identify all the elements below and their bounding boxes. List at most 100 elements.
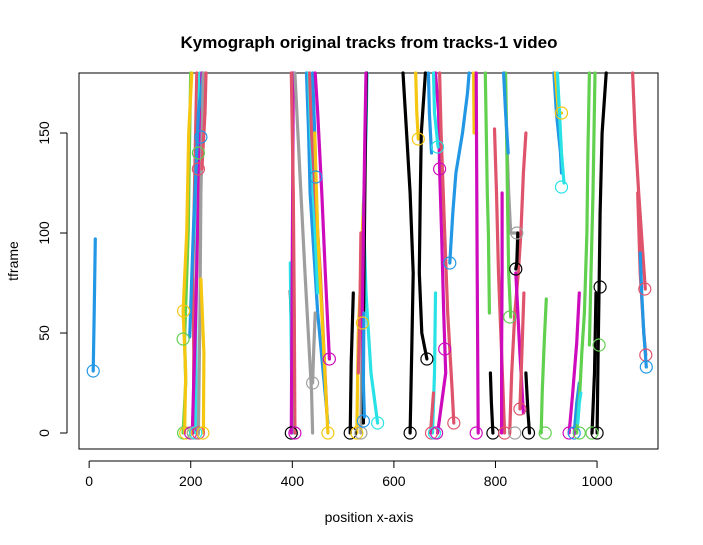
track-end-marker-15 bbox=[306, 376, 320, 390]
track-end-marker-22 bbox=[356, 414, 370, 428]
track-line-51 bbox=[514, 271, 525, 415]
track-line-53 bbox=[524, 371, 532, 435]
track-end-marker-42 bbox=[513, 402, 527, 416]
track-line-5 bbox=[190, 71, 204, 435]
track-end-marker-12 bbox=[194, 130, 208, 144]
track-line-21 bbox=[311, 311, 317, 385]
track-end-marker-13 bbox=[284, 426, 298, 440]
track-end-marker-55 bbox=[638, 282, 652, 296]
track-end-marker-19 bbox=[343, 426, 357, 440]
track-end-marker-46 bbox=[554, 106, 569, 120]
track-end-marker-16 bbox=[309, 170, 323, 184]
track-end-marker-27 bbox=[420, 352, 434, 366]
track-line-2 bbox=[181, 71, 194, 435]
track-end-marker-0 bbox=[86, 364, 100, 378]
track-line-60 bbox=[575, 71, 591, 435]
track-end-marker-49 bbox=[567, 426, 581, 440]
x-axis: 0 200 400 600 800 1000 bbox=[85, 460, 613, 489]
track-end-marker-47 bbox=[554, 180, 569, 194]
track-line-40 bbox=[472, 71, 476, 135]
track-end-marker-39 bbox=[503, 310, 517, 324]
track-line-25 bbox=[356, 231, 363, 375]
track-end-marker-2 bbox=[176, 332, 190, 346]
track-end-marker-53 bbox=[592, 338, 606, 352]
track-line-62 bbox=[587, 71, 597, 347]
track-line-8 bbox=[200, 71, 208, 171]
track-end-marker-14 bbox=[288, 426, 302, 440]
track-end-marker-4 bbox=[179, 426, 193, 440]
track-line-64 bbox=[590, 291, 598, 435]
track-end-marker-17 bbox=[321, 426, 335, 440]
track-end-marker-33 bbox=[438, 342, 452, 356]
track-end-marker-57 bbox=[639, 360, 653, 374]
track-line-36 bbox=[433, 71, 448, 435]
track-end-marker-45 bbox=[538, 426, 552, 440]
track-line-41 bbox=[474, 71, 480, 435]
x-tick-label-1000: 1000 bbox=[581, 473, 612, 489]
track-line-63 bbox=[595, 71, 608, 435]
track-line-42 bbox=[483, 71, 491, 315]
track-end-marker-52 bbox=[590, 426, 604, 440]
y-axis: 0 50 100 150 bbox=[36, 121, 68, 437]
track-line-22 bbox=[348, 291, 355, 435]
track-end-marker-40 bbox=[510, 226, 524, 240]
track-line-57 bbox=[555, 71, 566, 185]
track-end-marker-51 bbox=[585, 426, 599, 440]
y-tick-label-150: 150 bbox=[36, 121, 52, 145]
track-end-marker-43 bbox=[508, 426, 522, 440]
x-axis-label: position x-axis bbox=[325, 509, 414, 525]
track-lines bbox=[91, 71, 648, 435]
track-end-marker-48 bbox=[562, 426, 576, 440]
track-line-9 bbox=[199, 277, 206, 435]
track-line-30 bbox=[401, 71, 415, 435]
x-tick-label-0: 0 bbox=[85, 473, 93, 489]
track-end-marker-36 bbox=[469, 426, 483, 440]
track-line-32 bbox=[417, 71, 429, 361]
track-end-marker-54 bbox=[593, 280, 607, 294]
track-end-marker-25 bbox=[403, 426, 417, 440]
track-end-marker-31 bbox=[431, 140, 445, 154]
track-end-marker-41 bbox=[509, 262, 523, 276]
track-end-marker-9 bbox=[196, 426, 210, 440]
track-line-45 bbox=[500, 191, 504, 435]
track-end-marker-24 bbox=[371, 416, 385, 430]
track-line-33 bbox=[426, 71, 434, 155]
track-line-39 bbox=[448, 71, 471, 265]
track-line-31 bbox=[414, 71, 420, 141]
track-line-35 bbox=[428, 391, 436, 435]
track-line-67 bbox=[638, 251, 648, 369]
track-line-49 bbox=[508, 131, 528, 435]
track-end-marker-11 bbox=[191, 162, 205, 176]
track-end-marker-20 bbox=[350, 426, 364, 440]
y-tick-label-0: 0 bbox=[36, 429, 52, 437]
track-line-7 bbox=[196, 71, 205, 435]
track-line-14 bbox=[293, 71, 315, 435]
track-line-48 bbox=[502, 71, 510, 155]
y-tick-label-100: 100 bbox=[36, 221, 52, 245]
track-line-6 bbox=[188, 71, 205, 339]
track-end-marker-32 bbox=[433, 162, 447, 176]
track-line-29 bbox=[361, 311, 366, 419]
track-end-marker-18 bbox=[322, 352, 336, 366]
track-line-13 bbox=[289, 71, 297, 435]
track-end-marker-8 bbox=[191, 426, 205, 440]
track-end-marker-1 bbox=[177, 304, 191, 318]
track-line-15 bbox=[304, 71, 330, 425]
track-line-38 bbox=[438, 71, 456, 425]
track-end-marker-35 bbox=[447, 416, 461, 430]
track-line-37 bbox=[431, 71, 440, 149]
chart-title: Kymograph original tracks from tracks-1 … bbox=[181, 33, 558, 52]
track-line-20 bbox=[313, 71, 331, 361]
track-line-61 bbox=[576, 391, 583, 425]
x-tick-label-200: 200 bbox=[179, 473, 203, 489]
track-line-54 bbox=[539, 297, 548, 435]
x-tick-label-600: 600 bbox=[382, 473, 406, 489]
track-end-marker-38 bbox=[498, 426, 512, 440]
track-line-0 bbox=[91, 237, 97, 373]
track-end-marker-34 bbox=[443, 256, 457, 270]
track-end-marker-30 bbox=[430, 426, 444, 440]
track-line-52 bbox=[518, 291, 526, 411]
y-tick-label-50: 50 bbox=[36, 325, 52, 341]
track-end-markers bbox=[86, 106, 653, 440]
